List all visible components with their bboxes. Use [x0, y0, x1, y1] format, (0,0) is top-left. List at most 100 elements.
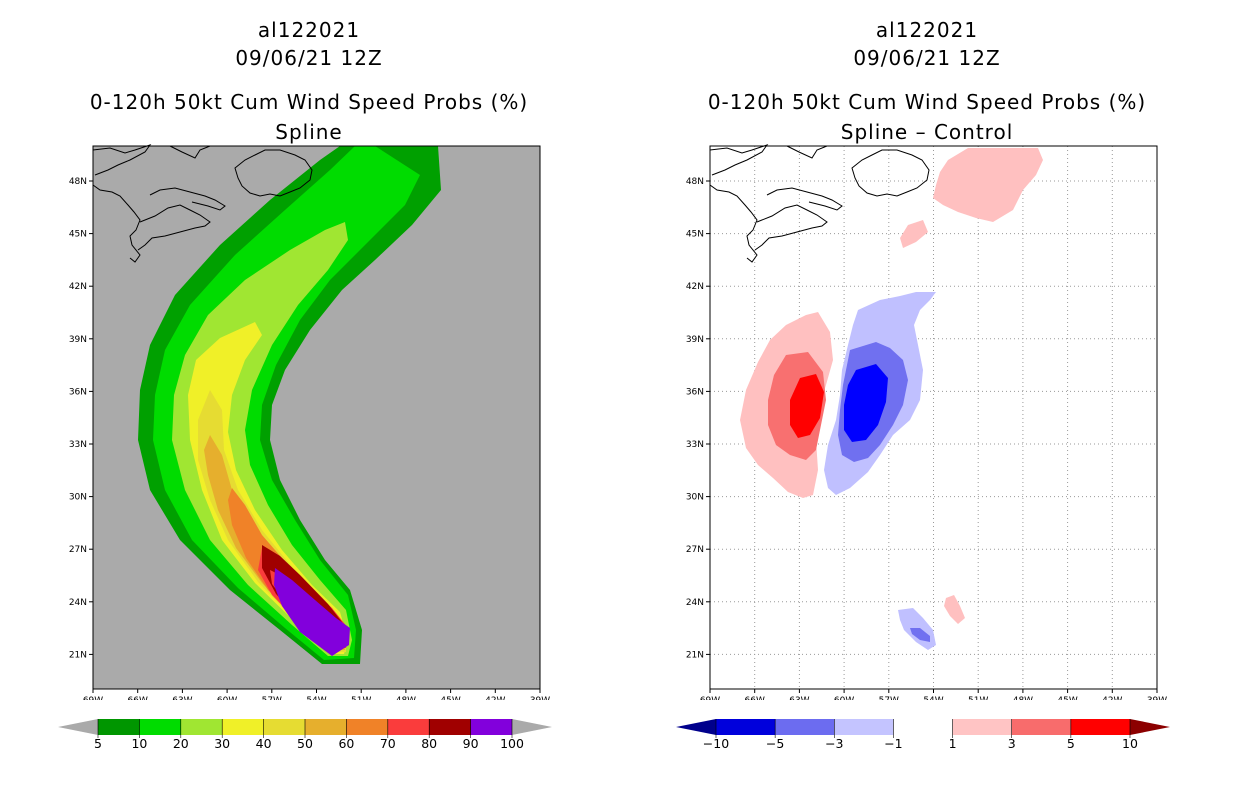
lon-tick-label: 42W [1102, 696, 1122, 700]
lon-tick-label: 54W [306, 696, 326, 700]
lon-tick-label: 51W [968, 696, 988, 700]
colorbar-label: −3 [825, 736, 843, 751]
colorbar-segment [305, 719, 347, 735]
lat-tick-label: 48N [686, 177, 704, 187]
grid-lines [710, 146, 1157, 689]
panel-spline-control: al122021 09/06/21 12Z 0-120h 50kt Cum Wi… [618, 0, 1236, 800]
lon-tick-label: 66W [745, 696, 765, 700]
lon-tick-label: 57W [879, 696, 899, 700]
colorbar-label: 3 [1008, 736, 1016, 751]
colorbar-label: 5 [94, 736, 102, 751]
colorbar-segment [1070, 719, 1131, 735]
contour-neg5 [844, 364, 888, 442]
colorbar-segment [1011, 719, 1072, 735]
colorbar-segment [263, 719, 306, 735]
colorbar-end-high [1130, 719, 1170, 735]
colorbar-label: 40 [256, 736, 272, 751]
colorbar-label: −10 [703, 736, 729, 751]
contour-pos1-tail [944, 595, 965, 624]
lat-tick-label: 39N [686, 335, 704, 345]
contour-neg3-tail [910, 628, 930, 642]
coastline-labrador [169, 145, 211, 159]
colorbar-label: 50 [297, 736, 313, 751]
difference-map: 69W 66W 63W 60W 57W 54W 51W 48W 45W 42W 39W 48N 45N 4… [686, 144, 1167, 700]
colorbar-label: 1 [949, 736, 957, 751]
coastline-gulf [766, 187, 843, 211]
lon-tick-label: 57W [262, 696, 282, 700]
lon-tick-label: 39W [530, 696, 550, 700]
colorbar: −10 −5 −3 −1 1 3 5 10 [676, 719, 1170, 751]
colorbar-segment [716, 719, 776, 735]
lon-tick-label: 51W [351, 696, 371, 700]
difference-contours [740, 148, 1043, 650]
colorbar-label: 100 [500, 736, 524, 751]
colorbar-label: 30 [214, 736, 230, 751]
forecast-datetime: 09/06/21 12Z [853, 46, 1001, 70]
lat-tick-label: 33N [686, 440, 704, 450]
colorbar-label: −5 [766, 736, 784, 751]
lon-tick-label: 42W [485, 696, 505, 700]
lat-tick-label: 21N [686, 650, 704, 660]
lat-tick-label: 36N [69, 387, 87, 397]
colorbar-segment [834, 719, 894, 735]
coastline-gulf [149, 187, 226, 211]
storm-id: al122021 [875, 18, 979, 42]
coastlines [709, 144, 930, 263]
coastline-labrador [786, 145, 828, 159]
colorbar-label: 80 [421, 736, 437, 751]
panel-spline: al122021 09/06/21 12Z 0-120h 50kt Cum Wi… [58, 18, 552, 751]
colorbar-segment [387, 719, 430, 735]
lat-tick-label: 48N [69, 177, 87, 187]
colorbar-segment [775, 719, 835, 735]
lat-tick-label: 24N [69, 598, 87, 608]
colorbar-segment [139, 719, 182, 735]
lat-tick-label: 36N [686, 387, 704, 397]
lon-tick-label: 69W [700, 696, 720, 700]
colorbar-segment [346, 719, 389, 735]
probability-contours [93, 146, 540, 689]
lon-tick-label: 63W [172, 696, 192, 700]
colorbar-segment [893, 719, 954, 735]
lat-tick-label: 21N [69, 650, 87, 660]
lon-tick-label: 66W [128, 696, 148, 700]
contour-pos1-north [933, 148, 1043, 222]
coastlines [92, 144, 313, 263]
coastline-nova-scotia [754, 204, 828, 251]
forecast-datetime: 09/06/21 12Z [235, 46, 383, 70]
colorbar-label: 60 [338, 736, 354, 751]
colorbar-label: 70 [380, 736, 396, 751]
coastline-nova-scotia [137, 204, 211, 251]
colorbar-label: 5 [1067, 736, 1075, 751]
product-title: 0-120h 50kt Cum Wind Speed Probs (%) [89, 90, 529, 114]
colorbar-end-low [58, 719, 98, 735]
contour-pos5 [790, 374, 824, 438]
panel-subtitle: Spline – Control [840, 120, 1014, 144]
colorbar-segment [98, 719, 140, 735]
colorbar-segment [429, 719, 472, 735]
lon-tick-label: 54W [923, 696, 943, 700]
colorbar-segment [952, 719, 1013, 735]
lon-tick-label: 48W [396, 696, 416, 700]
lat-tick-label: 33N [69, 440, 87, 450]
contour-pos1-small [900, 220, 928, 248]
lat-tick-label: 24N [686, 598, 704, 608]
colorbar-segment [470, 719, 513, 735]
colorbar-segment [222, 719, 265, 735]
panel-subtitle: Spline [275, 120, 343, 144]
coastline-newfoundland [851, 149, 930, 197]
lon-tick-label: 69W [83, 696, 103, 700]
colorbar-label: 10 [131, 736, 147, 751]
colorbar-segment [180, 719, 223, 735]
colorbar-label: 10 [1122, 736, 1138, 751]
colorbar-label: −1 [884, 736, 902, 751]
lon-tick-label: 60W [834, 696, 854, 700]
lon-tick-label: 63W [789, 696, 809, 700]
coastline-quebec [92, 144, 152, 263]
lon-tick-label: 45W [1057, 696, 1077, 700]
lat-tick-label: 30N [686, 493, 704, 503]
lon-tick-label: 60W [217, 696, 237, 700]
lat-tick-label: 45N [686, 230, 704, 240]
lat-tick-label: 45N [69, 230, 87, 240]
coastline-newfoundland [234, 149, 313, 197]
lat-tick-label: 42N [686, 282, 704, 292]
